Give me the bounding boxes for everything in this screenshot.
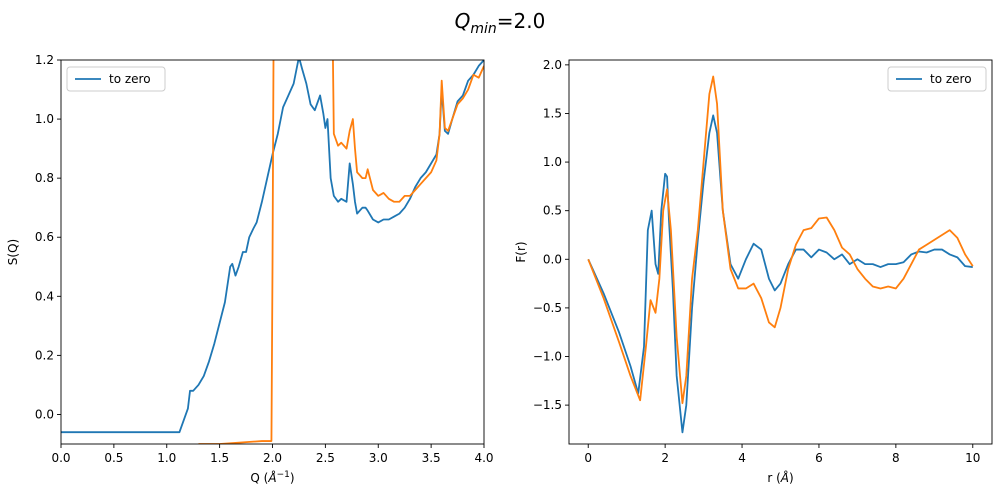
sq-legend: to zero xyxy=(66,66,166,92)
fr-x-tick-label: 0 xyxy=(584,451,592,465)
sq-y-tick-label: 0.6 xyxy=(35,230,54,244)
fr-x-tick-label: 4 xyxy=(738,451,746,465)
sq-x-tick-label: 0.0 xyxy=(51,451,70,465)
sq-x-tick-label: 3.0 xyxy=(369,451,388,465)
sq-x-axis-label: Q (Å−1) xyxy=(250,470,294,485)
sq-x-tick-label: 3.5 xyxy=(422,451,441,465)
fr-legend: to zero xyxy=(887,66,987,92)
fr-plot-frame xyxy=(568,59,993,445)
sq-x-tick-label: 4.0 xyxy=(474,451,493,465)
fr-x-tick-label: 8 xyxy=(892,451,900,465)
sq-x-tick-label: 2.5 xyxy=(316,451,335,465)
sq-y-tick-label: 0.4 xyxy=(35,289,54,303)
fr-y-tick-label: −0.5 xyxy=(533,301,562,315)
sq-chart: 0.0 0.5 1.0 1.5 2.0 2.5 3.0 3.5 4.0 0.0 0.2 0.4 0.6 0… xyxy=(6,53,494,485)
fr-y-tick-label: −1.5 xyxy=(533,398,562,412)
fr-legend-label: to zero xyxy=(930,72,972,86)
fr-series-line-0 xyxy=(587,114,973,434)
sq-y-tick-label: 0.8 xyxy=(35,171,54,185)
sq-y-tick-label: 1.2 xyxy=(35,53,54,67)
fr-y-tick-label: 1.5 xyxy=(543,106,562,120)
sq-series-line-0 xyxy=(61,60,484,434)
sq-x-tick-label: 2.0 xyxy=(263,451,282,465)
sq-y-axis-label: S(Q) xyxy=(6,239,20,265)
fr-x-axis-label: r (Å) xyxy=(767,470,793,485)
fr-series-line-1 xyxy=(587,75,974,405)
fr-x-tick-label: 6 xyxy=(815,451,823,465)
sq-x-tick-label: 1.0 xyxy=(157,451,176,465)
fr-y-tick-label: −1.0 xyxy=(533,350,562,364)
sq-y-tick-label: 1.0 xyxy=(35,112,54,126)
fr-y-axis-label: F(r) xyxy=(514,241,528,262)
sq-x-tick-label: 0.5 xyxy=(104,451,123,465)
fr-y-tick-label: 1.0 xyxy=(543,155,562,169)
sq-series-line-1 xyxy=(198,60,484,444)
fr-y-tick-label: 0.0 xyxy=(543,252,562,266)
sq-y-tick-label: 0.2 xyxy=(35,348,54,362)
fr-chart: 0 2 4 6 8 10 −1.5 −1.0 −0.5 0.0 0.5 1.0 1.5 2.0 r (Å) F… xyxy=(514,58,993,485)
sq-legend-box xyxy=(66,66,166,92)
figure-title: Qmin=2.0 xyxy=(455,9,546,37)
sq-y-tick-label: 0.0 xyxy=(35,407,54,421)
fr-series-group xyxy=(587,75,974,434)
fr-x-tick-label: 2 xyxy=(661,451,669,465)
fr-y-tick-label: 0.5 xyxy=(543,204,562,218)
fr-legend-box xyxy=(887,66,987,92)
fr-y-tick-label: 2.0 xyxy=(543,58,562,72)
sq-x-tick-label: 1.5 xyxy=(210,451,229,465)
sq-legend-label: to zero xyxy=(109,72,151,86)
sq-series-group xyxy=(61,60,484,444)
fr-x-tick-label: 10 xyxy=(965,451,980,465)
